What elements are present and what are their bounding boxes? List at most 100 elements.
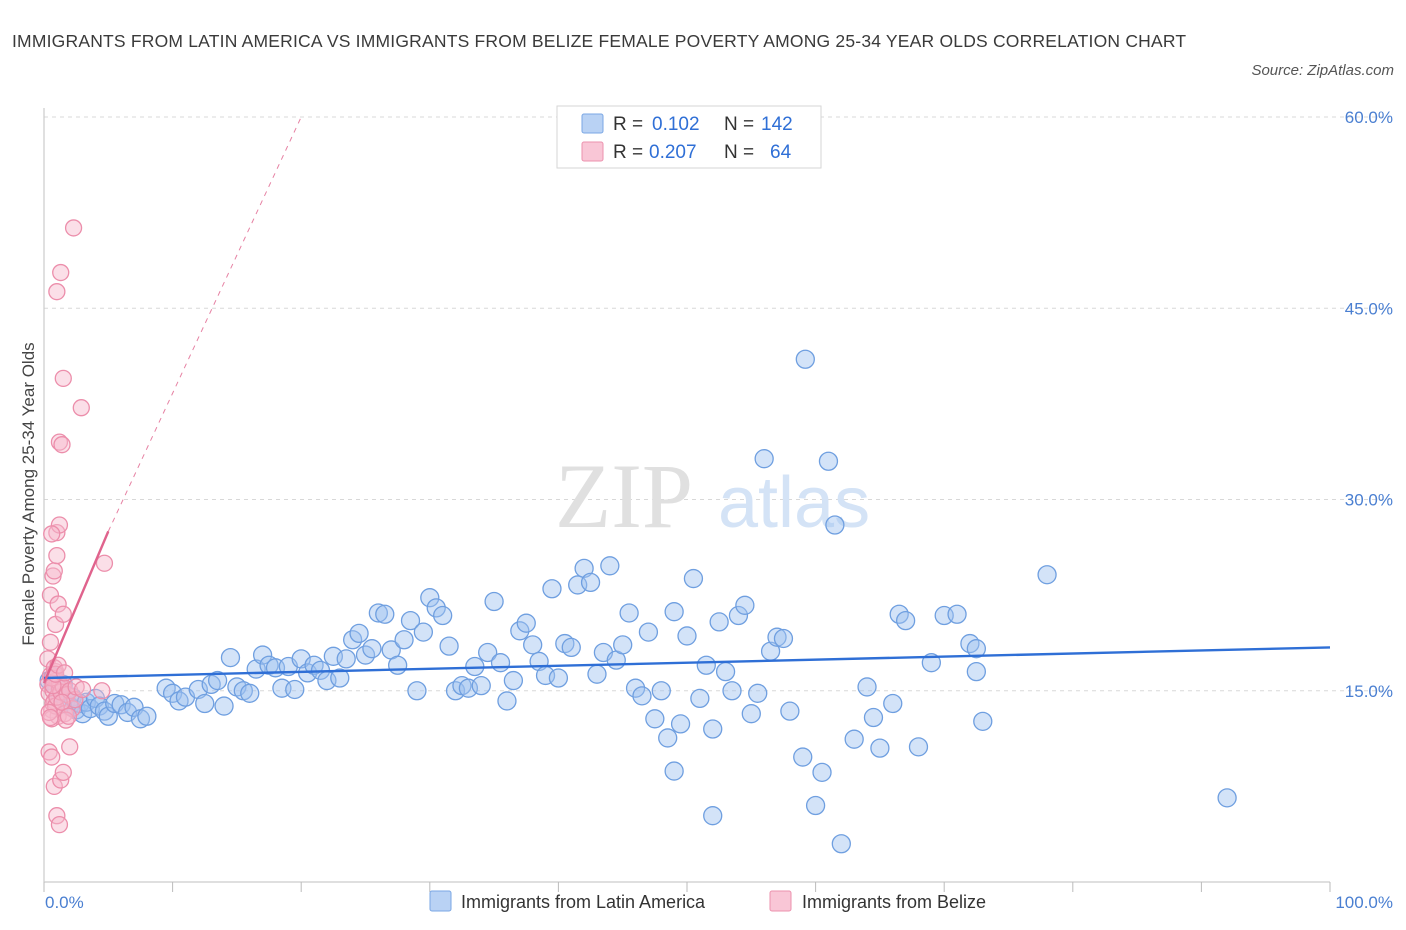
point-latin-america	[484, 591, 504, 612]
point-latin-america	[400, 610, 421, 631]
x-tick-label-min: 0.0%	[45, 893, 84, 912]
point-belize	[53, 436, 71, 454]
point-latin-america	[516, 613, 536, 633]
point-latin-america	[478, 642, 498, 663]
point-latin-america	[973, 711, 993, 731]
point-latin-america	[561, 637, 581, 658]
point-belize	[54, 369, 72, 388]
point-latin-america	[844, 729, 864, 749]
point-latin-america	[960, 633, 980, 654]
y-tick-label: 15.0%	[1345, 682, 1393, 701]
series-legend-label-latin-america: Immigrants from Latin America	[461, 892, 706, 912]
point-latin-america	[651, 681, 671, 701]
point-belize	[50, 815, 69, 834]
point-latin-america	[156, 678, 176, 698]
point-latin-america	[336, 649, 356, 669]
series-legend-label-belize: Immigrants from Belize	[802, 892, 986, 912]
point-latin-america	[625, 678, 646, 698]
x-axis-ticks	[43, 882, 1331, 892]
point-belize	[48, 546, 66, 565]
stats-legend: R = 0.102 N = 142 R = 0.207 N = 64	[556, 105, 822, 169]
point-belize	[93, 682, 111, 700]
point-latin-america	[542, 579, 562, 599]
point-latin-america	[214, 696, 234, 716]
point-belize	[41, 708, 60, 727]
point-latin-america	[510, 621, 530, 641]
point-latin-america	[966, 661, 986, 682]
point-latin-america	[683, 568, 704, 589]
point-latin-america	[368, 603, 389, 623]
stats-legend-r-value-pink: 0.207	[649, 142, 697, 163]
point-latin-america	[433, 605, 453, 626]
point-belize	[72, 399, 90, 417]
point-belize	[41, 633, 60, 651]
stats-legend-r-label-blue: R =	[613, 114, 648, 135]
point-latin-america	[619, 603, 639, 623]
gridlines	[44, 116, 1390, 692]
series-legend-swatch-belize	[769, 890, 792, 912]
point-latin-america	[207, 670, 228, 691]
point-belize	[73, 680, 92, 699]
trend-lines	[42, 116, 1331, 684]
point-latin-america	[703, 719, 723, 739]
point-belize	[95, 554, 114, 572]
point-belize	[53, 693, 71, 711]
point-belize	[59, 707, 78, 725]
point-latin-america	[426, 598, 446, 618]
point-belize	[49, 595, 67, 613]
point-latin-america	[645, 709, 665, 729]
point-latin-america	[394, 630, 414, 650]
point-latin-america	[795, 349, 815, 369]
point-belize	[43, 748, 61, 766]
point-latin-america	[304, 655, 324, 675]
stats-legend-n-value-pink: 64	[770, 142, 792, 163]
point-latin-america	[793, 747, 813, 767]
watermark-zip: ZIP	[555, 445, 693, 547]
point-latin-america	[735, 595, 755, 615]
series-legend: Immigrants from Latin America Immigrants…	[429, 890, 986, 912]
point-latin-america	[780, 701, 800, 721]
point-latin-america	[252, 645, 273, 665]
point-latin-america	[921, 653, 941, 673]
point-latin-america	[690, 688, 710, 709]
stats-legend-n-label-blue: N =	[724, 114, 759, 135]
point-latin-america	[670, 714, 691, 734]
point-latin-america	[754, 449, 774, 469]
point-latin-america	[709, 612, 729, 632]
point-latin-america	[580, 572, 601, 593]
point-latin-america	[407, 681, 427, 701]
point-latin-america	[908, 737, 929, 757]
point-latin-america	[741, 704, 761, 724]
point-belize	[45, 562, 63, 580]
trendline-belize	[42, 530, 110, 684]
point-latin-america	[413, 622, 434, 642]
point-latin-america	[966, 639, 986, 659]
point-latin-america	[1037, 565, 1057, 585]
point-latin-america	[587, 664, 607, 684]
series-legend-swatch-latin-america	[429, 890, 452, 912]
y-tick-label: 60.0%	[1345, 108, 1393, 127]
point-latin-america	[1217, 788, 1237, 808]
point-latin-america	[748, 683, 768, 703]
y-tick-labels: 15.0% 30.0% 45.0% 60.0%	[1345, 108, 1393, 701]
point-belize	[43, 525, 61, 543]
point-belize	[45, 777, 63, 796]
point-latin-america	[523, 635, 543, 655]
point-latin-america	[947, 604, 967, 624]
point-latin-america	[696, 655, 716, 675]
point-belize	[48, 283, 66, 301]
watermark-atlas: atlas	[718, 463, 870, 543]
point-belize	[54, 605, 72, 623]
point-latin-america	[715, 661, 736, 682]
stats-legend-n-label-pink: N =	[724, 142, 759, 163]
point-latin-america	[439, 636, 459, 656]
stats-legend-swatch-pink	[581, 141, 604, 162]
point-latin-america	[471, 676, 491, 696]
point-belize	[54, 763, 72, 781]
point-latin-america	[220, 647, 241, 668]
point-latin-america	[632, 686, 652, 706]
y-tick-label: 30.0%	[1345, 491, 1393, 510]
point-belize	[64, 219, 83, 237]
trendline-belize-extension	[107, 116, 302, 532]
